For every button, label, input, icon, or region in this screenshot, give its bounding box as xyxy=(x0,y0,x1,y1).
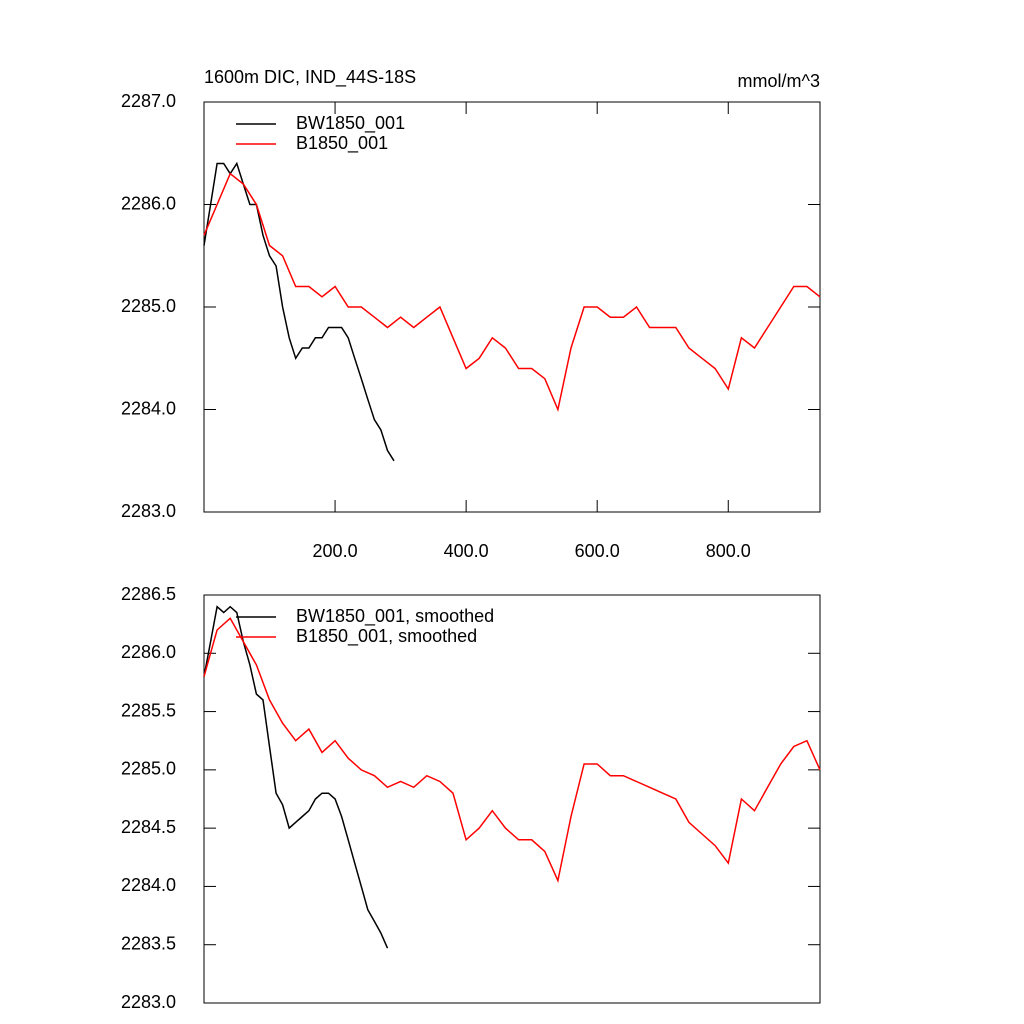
y-tick-label: 2283.5 xyxy=(121,933,176,953)
data-line xyxy=(203,617,821,884)
legend-label: B1850_001, smoothed xyxy=(296,626,477,647)
y-tick-label: 2286.5 xyxy=(121,584,176,604)
units-label: mmol/m^3 xyxy=(738,71,820,91)
y-tick-label: 2284.5 xyxy=(121,817,176,837)
y-tick-label: 2287.0 xyxy=(121,91,176,111)
y-tick-label: 2285.0 xyxy=(121,296,176,316)
y-tick-label: 2285.0 xyxy=(121,759,176,779)
plot-frame xyxy=(203,594,821,1004)
y-tick-label: 2285.5 xyxy=(121,700,176,720)
data-line xyxy=(203,172,821,412)
legend-label: BW1850_001, smoothed xyxy=(296,606,494,627)
y-tick-label: 2283.0 xyxy=(121,501,176,521)
data-line xyxy=(203,605,389,949)
legend-label: BW1850_001 xyxy=(296,113,405,134)
chart-title: 1600m DIC, IND_44S-18S xyxy=(204,67,416,88)
y-tick-label: 2284.0 xyxy=(121,875,176,895)
plot-frame xyxy=(203,101,821,513)
x-tick-label: 200.0 xyxy=(313,541,358,561)
x-tick-label: 400.0 xyxy=(444,541,489,561)
legend-label: B1850_001 xyxy=(296,133,388,154)
y-tick-label: 2286.0 xyxy=(121,193,176,213)
data-line xyxy=(203,161,395,462)
x-tick-label: 600.0 xyxy=(575,541,620,561)
y-tick-label: 2283.0 xyxy=(121,992,176,1012)
y-tick-label: 2286.0 xyxy=(121,642,176,662)
x-tick-label: 800.0 xyxy=(706,541,751,561)
y-tick-label: 2284.0 xyxy=(121,398,176,418)
